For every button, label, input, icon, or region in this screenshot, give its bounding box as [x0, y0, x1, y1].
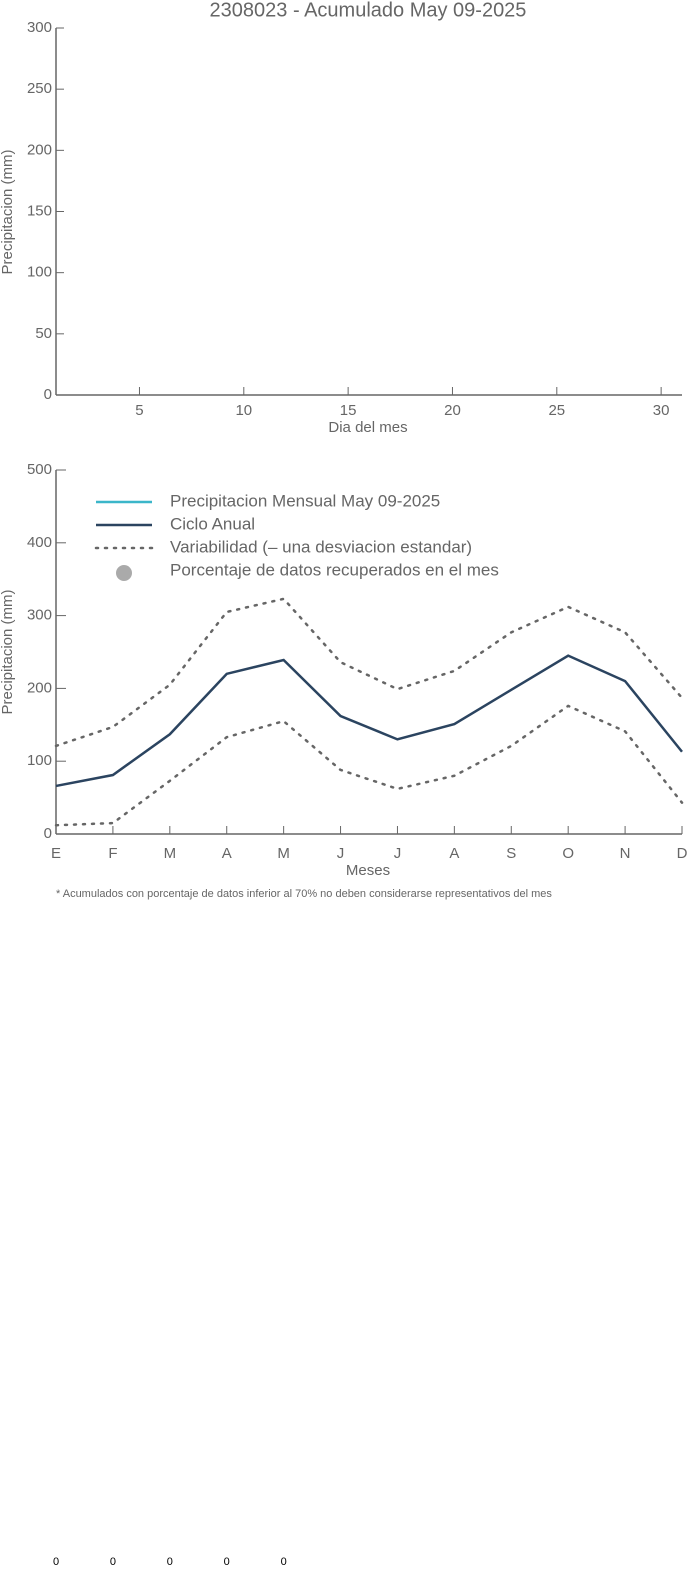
y-tick-label: 300 [27, 607, 52, 624]
x-tick-label: M [164, 845, 177, 862]
x-tick-label: 5 [135, 402, 143, 419]
x-tick-label: 10 [235, 402, 252, 419]
percent-label: 0 [281, 1556, 287, 1568]
y-tick-label: 100 [27, 264, 52, 281]
x-axis-label: Meses [346, 862, 390, 879]
x-tick-label: 30 [653, 402, 670, 419]
x-tick-label: E [51, 845, 61, 862]
y-tick-label: 50 [35, 325, 52, 342]
x-tick-label: 20 [444, 402, 461, 419]
line-series [54, 704, 684, 827]
x-axis-label: Dia del mes [328, 419, 407, 436]
y-tick-label: 250 [27, 80, 52, 97]
line-series [54, 597, 684, 748]
legend-label: Ciclo Anual [170, 514, 255, 533]
legend-label: Porcentaje de datos recuperados en el me… [170, 560, 499, 579]
x-tick-label: A [222, 845, 232, 862]
legend-label: Variabilidad (– una desviacion estandar) [170, 537, 472, 556]
y-tick-label: 400 [27, 534, 52, 551]
x-tick-label: O [562, 845, 574, 862]
y-tick-label: 100 [27, 752, 52, 769]
x-tick-label: A [449, 845, 459, 862]
y-tick-label: 500 [27, 461, 52, 478]
percent-label: 0 [167, 1556, 173, 1568]
y-tick-label: 150 [27, 202, 52, 219]
legend-marker [116, 565, 132, 581]
chart-title: 2308023 - Acumulado May 09-2025 [210, 0, 527, 21]
y-tick-label: 200 [27, 679, 52, 696]
percent-label: 0 [224, 1556, 230, 1568]
x-tick-label: S [506, 845, 516, 862]
x-tick-label: D [677, 845, 688, 862]
x-tick-label: N [620, 845, 631, 862]
y-tick-label: 200 [27, 141, 52, 158]
y-tick-label: 0 [44, 825, 52, 842]
x-tick-label: F [108, 845, 117, 862]
footnote: * Acumulados con porcentaje de datos inf… [56, 888, 552, 900]
x-tick-label: J [394, 845, 402, 862]
y-axis-label: Precipitacion (mm) [0, 589, 16, 714]
percent-label: 0 [53, 1556, 59, 1568]
x-tick-label: 15 [340, 402, 357, 419]
y-tick-label: 300 [27, 19, 52, 36]
y-tick-label: 0 [44, 386, 52, 403]
x-tick-label: M [277, 845, 290, 862]
line-series [55, 654, 683, 788]
percent-label: 0 [110, 1556, 116, 1568]
x-tick-label: J [337, 845, 345, 862]
legend-label: Precipitacion Mensual May 09-2025 [170, 491, 440, 510]
y-axis-label: Precipitacion (mm) [0, 149, 16, 274]
x-tick-label: 25 [548, 402, 565, 419]
